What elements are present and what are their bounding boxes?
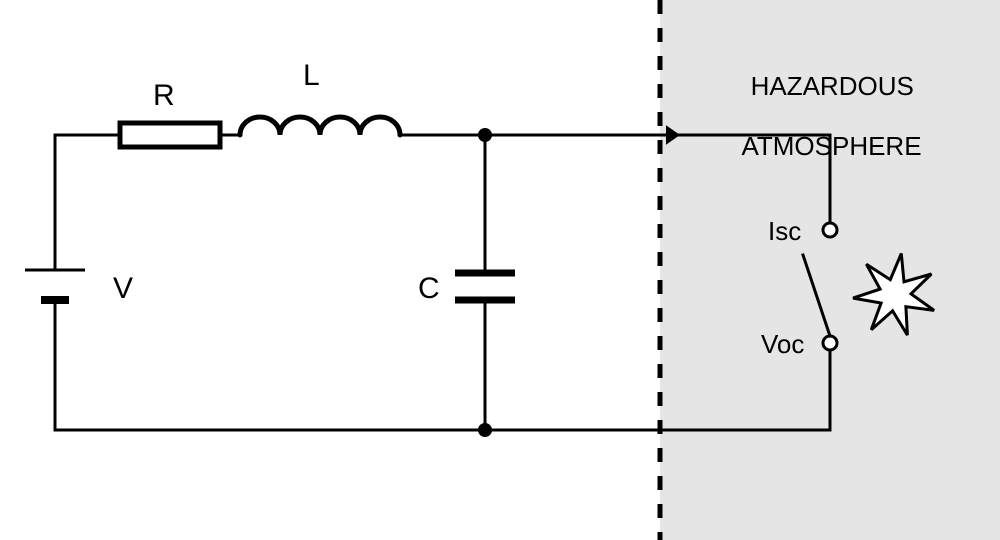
label-isc: Isc: [768, 216, 801, 247]
label-voc: Voc: [761, 329, 804, 360]
label-v: V: [113, 272, 133, 306]
hazardous-line2: ATMOSPHERE: [741, 131, 921, 161]
label-l: L: [303, 59, 320, 93]
label-c: C: [418, 272, 440, 306]
label-r: R: [153, 79, 175, 113]
hazardous-line1: HAZARDOUS: [751, 71, 914, 101]
hazardous-header: HAZARDOUS ATMOSPHERE: [715, 42, 935, 162]
